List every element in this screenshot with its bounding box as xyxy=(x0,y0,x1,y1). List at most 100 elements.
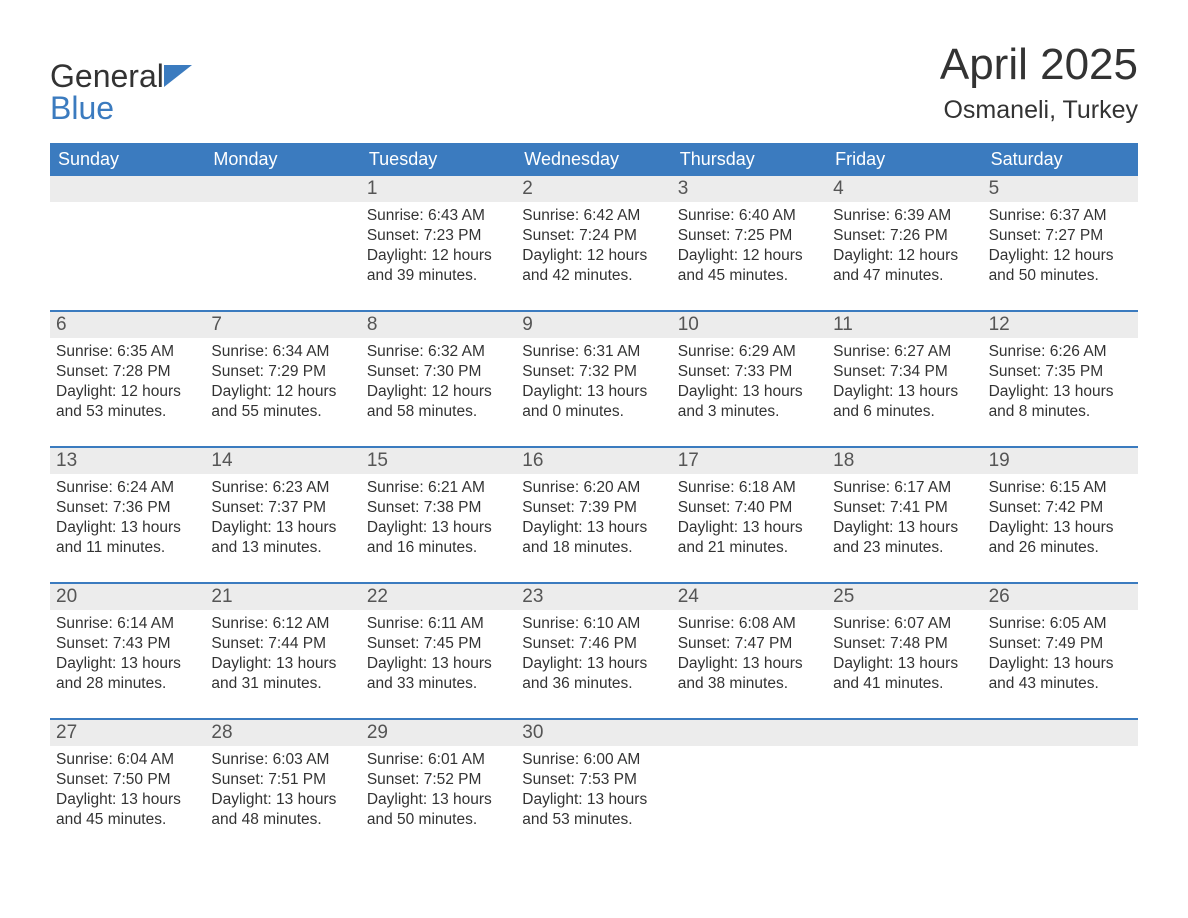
logo: General Blue xyxy=(50,60,198,124)
day-number: 28 xyxy=(205,720,360,746)
day-body: Sunrise: 6:17 AMSunset: 7:41 PMDaylight:… xyxy=(827,474,982,582)
day-body: Sunrise: 6:00 AMSunset: 7:53 PMDaylight:… xyxy=(516,746,671,854)
day-number: 15 xyxy=(361,448,516,474)
day-body: Sunrise: 6:43 AMSunset: 7:23 PMDaylight:… xyxy=(361,202,516,310)
day-body: Sunrise: 6:12 AMSunset: 7:44 PMDaylight:… xyxy=(205,610,360,718)
day-body: Sunrise: 6:03 AMSunset: 7:51 PMDaylight:… xyxy=(205,746,360,854)
day-number: 26 xyxy=(983,584,1138,610)
day-number: 30 xyxy=(516,720,671,746)
weeks-container: 12345Sunrise: 6:43 AMSunset: 7:23 PMDayl… xyxy=(50,176,1138,854)
day-body: Sunrise: 6:26 AMSunset: 7:35 PMDaylight:… xyxy=(983,338,1138,446)
logo-word1: General xyxy=(50,58,164,94)
day-number xyxy=(50,176,205,202)
day-number: 21 xyxy=(205,584,360,610)
day-body: Sunrise: 6:07 AMSunset: 7:48 PMDaylight:… xyxy=(827,610,982,718)
day-number xyxy=(205,176,360,202)
day-number: 13 xyxy=(50,448,205,474)
day-body: Sunrise: 6:39 AMSunset: 7:26 PMDaylight:… xyxy=(827,202,982,310)
day-body: Sunrise: 6:10 AMSunset: 7:46 PMDaylight:… xyxy=(516,610,671,718)
logo-flag-icon xyxy=(164,60,198,92)
day-body: Sunrise: 6:40 AMSunset: 7:25 PMDaylight:… xyxy=(672,202,827,310)
day-number: 29 xyxy=(361,720,516,746)
day-number: 1 xyxy=(361,176,516,202)
day-number: 14 xyxy=(205,448,360,474)
dayname-cell: Saturday xyxy=(983,143,1138,176)
day-body: Sunrise: 6:27 AMSunset: 7:34 PMDaylight:… xyxy=(827,338,982,446)
dayname-cell: Sunday xyxy=(50,143,205,176)
day-body: Sunrise: 6:20 AMSunset: 7:39 PMDaylight:… xyxy=(516,474,671,582)
daybody-row: Sunrise: 6:04 AMSunset: 7:50 PMDaylight:… xyxy=(50,746,1138,854)
day-number: 22 xyxy=(361,584,516,610)
dayname-cell: Tuesday xyxy=(361,143,516,176)
day-body: Sunrise: 6:18 AMSunset: 7:40 PMDaylight:… xyxy=(672,474,827,582)
day-body: Sunrise: 6:21 AMSunset: 7:38 PMDaylight:… xyxy=(361,474,516,582)
dayname-row: SundayMondayTuesdayWednesdayThursdayFrid… xyxy=(50,143,1138,176)
daynum-row: 20212223242526 xyxy=(50,584,1138,610)
day-number: 27 xyxy=(50,720,205,746)
dayname-cell: Monday xyxy=(205,143,360,176)
week-row: 6789101112Sunrise: 6:35 AMSunset: 7:28 P… xyxy=(50,310,1138,446)
day-body: Sunrise: 6:24 AMSunset: 7:36 PMDaylight:… xyxy=(50,474,205,582)
day-number: 19 xyxy=(983,448,1138,474)
day-number: 23 xyxy=(516,584,671,610)
daybody-row: Sunrise: 6:43 AMSunset: 7:23 PMDaylight:… xyxy=(50,202,1138,310)
day-number: 4 xyxy=(827,176,982,202)
day-number: 24 xyxy=(672,584,827,610)
day-body: Sunrise: 6:31 AMSunset: 7:32 PMDaylight:… xyxy=(516,338,671,446)
day-number: 20 xyxy=(50,584,205,610)
day-number xyxy=(827,720,982,746)
day-number: 5 xyxy=(983,176,1138,202)
day-number: 12 xyxy=(983,312,1138,338)
day-number: 8 xyxy=(361,312,516,338)
page-subtitle: Osmaneli, Turkey xyxy=(940,96,1138,125)
day-number: 7 xyxy=(205,312,360,338)
day-body: Sunrise: 6:35 AMSunset: 7:28 PMDaylight:… xyxy=(50,338,205,446)
day-body xyxy=(205,202,360,310)
day-body xyxy=(50,202,205,310)
day-body xyxy=(827,746,982,854)
week-row: 13141516171819 Sunrise: 6:24 AMSunset: 7:… xyxy=(50,446,1138,582)
day-number: 17 xyxy=(672,448,827,474)
daynum-row: 12345 xyxy=(50,176,1138,202)
day-number: 2 xyxy=(516,176,671,202)
day-number: 18 xyxy=(827,448,982,474)
day-body: Sunrise: 6:32 AMSunset: 7:30 PMDaylight:… xyxy=(361,338,516,446)
day-body: Sunrise: 6:14 AMSunset: 7:43 PMDaylight:… xyxy=(50,610,205,718)
day-body xyxy=(983,746,1138,854)
day-body: Sunrise: 6:15 AMSunset: 7:42 PMDaylight:… xyxy=(983,474,1138,582)
day-body: Sunrise: 6:34 AMSunset: 7:29 PMDaylight:… xyxy=(205,338,360,446)
day-number: 6 xyxy=(50,312,205,338)
day-body xyxy=(672,746,827,854)
daynum-row: 6789101112 xyxy=(50,312,1138,338)
title-block: April 2025 Osmaneli, Turkey xyxy=(940,40,1138,125)
page: General Blue April 2025 Osmaneli, Turkey… xyxy=(0,0,1188,904)
day-number xyxy=(983,720,1138,746)
day-number: 25 xyxy=(827,584,982,610)
day-number: 16 xyxy=(516,448,671,474)
week-row: 12345Sunrise: 6:43 AMSunset: 7:23 PMDayl… xyxy=(50,176,1138,310)
header: General Blue April 2025 Osmaneli, Turkey xyxy=(50,40,1138,125)
day-number: 10 xyxy=(672,312,827,338)
daybody-row: Sunrise: 6:35 AMSunset: 7:28 PMDaylight:… xyxy=(50,338,1138,446)
dayname-cell: Friday xyxy=(827,143,982,176)
daybody-row: Sunrise: 6:24 AMSunset: 7:36 PMDaylight:… xyxy=(50,474,1138,582)
calendar: SundayMondayTuesdayWednesdayThursdayFrid… xyxy=(50,143,1138,854)
day-body: Sunrise: 6:04 AMSunset: 7:50 PMDaylight:… xyxy=(50,746,205,854)
day-body: Sunrise: 6:42 AMSunset: 7:24 PMDaylight:… xyxy=(516,202,671,310)
logo-text: General Blue xyxy=(50,60,198,124)
dayname-cell: Thursday xyxy=(672,143,827,176)
day-number xyxy=(672,720,827,746)
page-title: April 2025 xyxy=(940,40,1138,90)
day-body: Sunrise: 6:08 AMSunset: 7:47 PMDaylight:… xyxy=(672,610,827,718)
day-body: Sunrise: 6:11 AMSunset: 7:45 PMDaylight:… xyxy=(361,610,516,718)
dayname-cell: Wednesday xyxy=(516,143,671,176)
day-body: Sunrise: 6:29 AMSunset: 7:33 PMDaylight:… xyxy=(672,338,827,446)
day-number: 3 xyxy=(672,176,827,202)
daybody-row: Sunrise: 6:14 AMSunset: 7:43 PMDaylight:… xyxy=(50,610,1138,718)
daynum-row: 27282930 xyxy=(50,720,1138,746)
week-row: 20212223242526Sunrise: 6:14 AMSunset: 7:… xyxy=(50,582,1138,718)
day-body: Sunrise: 6:23 AMSunset: 7:37 PMDaylight:… xyxy=(205,474,360,582)
day-number: 11 xyxy=(827,312,982,338)
day-body: Sunrise: 6:37 AMSunset: 7:27 PMDaylight:… xyxy=(983,202,1138,310)
logo-word2: Blue xyxy=(50,90,114,126)
